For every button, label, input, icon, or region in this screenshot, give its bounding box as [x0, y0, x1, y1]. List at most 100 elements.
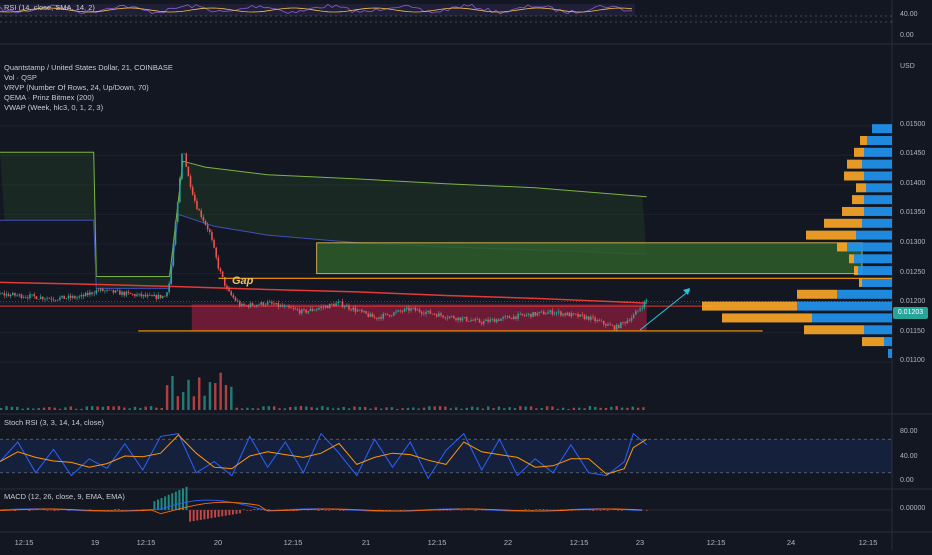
candle-body: [228, 288, 230, 291]
candle-body: [166, 292, 168, 296]
macd-hist-bar: [203, 510, 205, 519]
candle-body: [470, 320, 472, 321]
candle-body: [38, 299, 40, 300]
candle-body: [136, 295, 138, 297]
profile-up-row-18: [884, 337, 892, 346]
volume-bar: [214, 383, 216, 410]
candle-body: [1, 293, 3, 294]
candle-body: [160, 295, 162, 298]
candle-body: [188, 167, 190, 177]
candle-body: [543, 312, 545, 315]
volume-bar: [637, 408, 639, 410]
candle-body: [36, 296, 38, 299]
volume-bar: [80, 409, 82, 410]
candle-body: [402, 311, 404, 312]
candle-body: [320, 307, 322, 308]
candle-body: [200, 211, 202, 217]
macd-hist-bar: [460, 510, 462, 511]
candle-body: [318, 308, 320, 309]
profile-down-row-15: [702, 302, 797, 311]
volume-bar: [294, 407, 296, 410]
volume-bar: [316, 408, 318, 410]
candle-body: [382, 314, 384, 319]
candle-body: [175, 222, 177, 244]
profile-down-row-17: [804, 325, 864, 334]
macd-hist-bar: [178, 490, 180, 510]
candle-body: [534, 312, 536, 315]
candle-body: [215, 248, 217, 258]
volume-bar: [375, 407, 377, 410]
candle-body: [639, 309, 641, 311]
macd-hist-bar: [153, 501, 155, 510]
volume-bar: [70, 406, 72, 410]
volume-bar: [369, 409, 371, 410]
candle-body: [331, 304, 333, 305]
candle-body: [78, 297, 80, 298]
volume-bar: [450, 408, 452, 410]
profile-up-row-10: [847, 242, 892, 251]
volume-bar: [364, 407, 366, 410]
candle-body: [558, 311, 560, 312]
candle-body: [489, 320, 491, 322]
candle-body: [502, 317, 504, 318]
volume-bar: [107, 406, 109, 410]
volume-bar: [359, 407, 361, 410]
volume-bar: [337, 408, 339, 410]
stoch-tick-40: 40.00: [900, 453, 918, 460]
macd-hist-bar: [218, 510, 220, 517]
candle-body: [361, 310, 363, 312]
volume-bar: [353, 407, 355, 410]
candle-body: [427, 311, 429, 312]
volume-bar: [128, 408, 130, 410]
macd-hist-bar: [225, 510, 227, 516]
volume-bar: [187, 380, 189, 410]
candle-body: [599, 320, 601, 321]
volume-bar: [102, 407, 104, 410]
candle-body: [218, 257, 220, 268]
volume-bar: [610, 407, 612, 410]
candle-body: [305, 310, 307, 313]
candle-body: [3, 293, 5, 295]
volume-bar: [166, 385, 168, 410]
indicator-vol-label: Vol · QSP: [4, 73, 37, 83]
candle-body: [408, 308, 410, 311]
candle-body: [425, 312, 427, 314]
volume-bar: [583, 408, 585, 410]
price-tick-label: 0.01100: [900, 357, 925, 364]
time-tick-label: 22: [504, 538, 512, 547]
candle-body: [179, 179, 181, 203]
candle-body: [59, 297, 61, 299]
candle-body: [23, 297, 25, 298]
volume-bar: [225, 385, 227, 410]
profile-up-row-4: [864, 171, 892, 180]
candle-body: [265, 305, 267, 306]
volume-bar: [519, 406, 521, 410]
candle-body: [479, 319, 481, 322]
candle-body: [552, 310, 554, 314]
price-tick-label: 0.01500: [900, 121, 925, 128]
candle-body: [21, 294, 23, 298]
macd-hist-bar: [268, 509, 270, 510]
macd-hist-bar: [546, 509, 548, 510]
volume-bar: [348, 408, 350, 410]
candle-body: [48, 298, 50, 299]
candle-body: [113, 290, 115, 293]
volume-bar: [567, 409, 569, 410]
macd-hist-bar: [29, 510, 31, 511]
profile-up-row-8: [862, 219, 892, 228]
candle-body: [487, 320, 489, 322]
candle-body: [173, 244, 175, 265]
volume-bar: [235, 408, 237, 410]
candle-body: [350, 309, 352, 310]
macd-hist-bar: [114, 509, 116, 510]
candle-body: [96, 290, 98, 293]
volume-bar: [471, 407, 473, 410]
stoch-tick-80: 80.00: [900, 428, 918, 435]
indicator-vwap-label: VWAP (Week, hlc3, 0, 1, 2, 3): [4, 103, 103, 113]
volume-bar: [305, 406, 307, 410]
macd-hist-bar: [239, 510, 241, 513]
candle-body: [170, 265, 172, 283]
profile-down-row-7: [842, 207, 864, 216]
volume-bar: [615, 406, 617, 410]
candle-body: [415, 308, 417, 311]
